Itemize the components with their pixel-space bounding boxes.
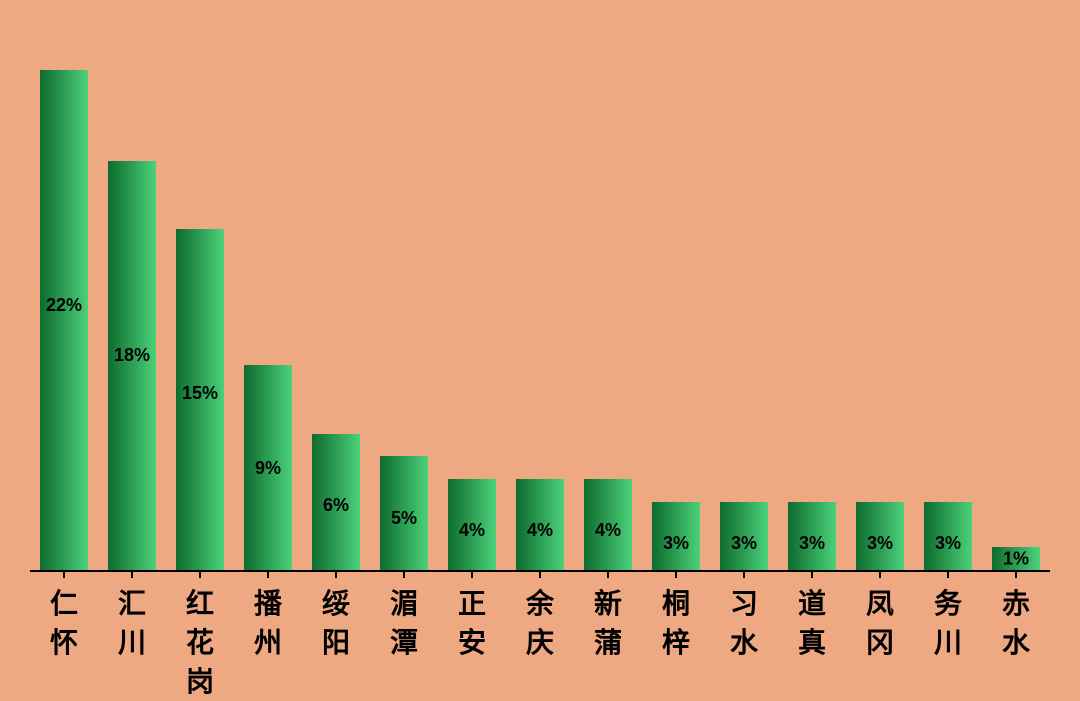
bar-slot: 4% bbox=[438, 30, 506, 570]
x-axis-tick bbox=[846, 570, 914, 578]
x-axis-tick bbox=[302, 570, 370, 578]
bar: 3% bbox=[924, 502, 972, 570]
x-axis-tick bbox=[778, 570, 846, 578]
bar-slot: 9% bbox=[234, 30, 302, 570]
x-axis-category-label: 正安 bbox=[438, 580, 506, 691]
bar-slot: 3% bbox=[710, 30, 778, 570]
x-axis-tick bbox=[166, 570, 234, 578]
bar: 22% bbox=[40, 70, 88, 570]
bar-value-label: 3% bbox=[731, 533, 757, 554]
bar-slot: 22% bbox=[30, 30, 98, 570]
bar-value-label: 4% bbox=[595, 520, 621, 541]
bar: 5% bbox=[380, 456, 428, 570]
bar-slot: 3% bbox=[642, 30, 710, 570]
x-axis-tick bbox=[370, 570, 438, 578]
bar-value-label: 1% bbox=[1003, 548, 1029, 569]
x-axis-tick bbox=[982, 570, 1050, 578]
bar-slot: 15% bbox=[166, 30, 234, 570]
bar: 3% bbox=[788, 502, 836, 570]
x-axis-category-label: 余庆 bbox=[506, 580, 574, 691]
bar-slot: 4% bbox=[506, 30, 574, 570]
bar: 18% bbox=[108, 161, 156, 570]
x-axis-category-label: 汇川 bbox=[98, 580, 166, 691]
bar-value-label: 3% bbox=[935, 533, 961, 554]
bar-slot: 3% bbox=[914, 30, 982, 570]
bar-value-label: 4% bbox=[459, 520, 485, 541]
bar: 3% bbox=[720, 502, 768, 570]
bar-value-label: 15% bbox=[182, 383, 218, 404]
x-axis-category-label: 凤冈 bbox=[846, 580, 914, 691]
bar: 1% bbox=[992, 547, 1040, 570]
x-axis-tick bbox=[234, 570, 302, 578]
bar-slot: 4% bbox=[574, 30, 642, 570]
x-axis-category-label: 桐梓 bbox=[642, 580, 710, 691]
bar-chart: 22% 18% 15% 9% 6% 5% 4% 4% 4% 3% 3% 3% 3% 3% 1% 仁怀汇川红花… bbox=[0, 0, 1080, 701]
x-axis-tick bbox=[914, 570, 982, 578]
x-axis-categories: 仁怀汇川红花岗播州绥阳湄潭正安余庆新蒲桐梓习水道真凤冈务川赤水 bbox=[30, 580, 1050, 691]
plot-area: 22% 18% 15% 9% 6% 5% 4% 4% 4% 3% 3% 3% 3% 3% 1% bbox=[30, 30, 1050, 570]
bar-slot: 3% bbox=[846, 30, 914, 570]
bar-value-label: 5% bbox=[391, 508, 417, 529]
bar-slot: 1% bbox=[982, 30, 1050, 570]
x-axis-tick bbox=[30, 570, 98, 578]
x-axis-category-label: 播州 bbox=[234, 580, 302, 691]
bar: 4% bbox=[584, 479, 632, 570]
x-axis-category-label: 习水 bbox=[710, 580, 778, 691]
bar-slot: 6% bbox=[302, 30, 370, 570]
bar: 6% bbox=[312, 434, 360, 570]
bar: 4% bbox=[448, 479, 496, 570]
bar-slot: 18% bbox=[98, 30, 166, 570]
x-axis-category-label: 道真 bbox=[778, 580, 846, 691]
bar: 3% bbox=[856, 502, 904, 570]
bar-value-label: 22% bbox=[46, 295, 82, 316]
x-axis-category-label: 新蒲 bbox=[574, 580, 642, 691]
x-axis-tick bbox=[574, 570, 642, 578]
bar-value-label: 3% bbox=[799, 533, 825, 554]
x-axis-category-label: 赤水 bbox=[982, 580, 1050, 691]
x-axis-tick bbox=[642, 570, 710, 578]
x-axis-ticks bbox=[30, 570, 1050, 578]
bar-value-label: 3% bbox=[663, 533, 689, 554]
x-axis-tick bbox=[710, 570, 778, 578]
bar-slot: 5% bbox=[370, 30, 438, 570]
x-axis-category-label: 红花岗 bbox=[166, 580, 234, 691]
bar-value-label: 9% bbox=[255, 458, 281, 479]
x-axis-tick bbox=[98, 570, 166, 578]
x-axis-category-label: 绥阳 bbox=[302, 580, 370, 691]
bar-slot: 3% bbox=[778, 30, 846, 570]
bar-value-label: 6% bbox=[323, 495, 349, 516]
x-axis-category-label: 湄潭 bbox=[370, 580, 438, 691]
bar-value-label: 4% bbox=[527, 520, 553, 541]
bar: 3% bbox=[652, 502, 700, 570]
bar: 9% bbox=[244, 365, 292, 570]
x-axis-tick bbox=[506, 570, 574, 578]
x-axis-category-label: 仁怀 bbox=[30, 580, 98, 691]
bar-value-label: 18% bbox=[114, 345, 150, 366]
bar-value-label: 3% bbox=[867, 533, 893, 554]
x-axis-tick bbox=[438, 570, 506, 578]
bar: 4% bbox=[516, 479, 564, 570]
bar: 15% bbox=[176, 229, 224, 570]
x-axis-category-label: 务川 bbox=[914, 580, 982, 691]
